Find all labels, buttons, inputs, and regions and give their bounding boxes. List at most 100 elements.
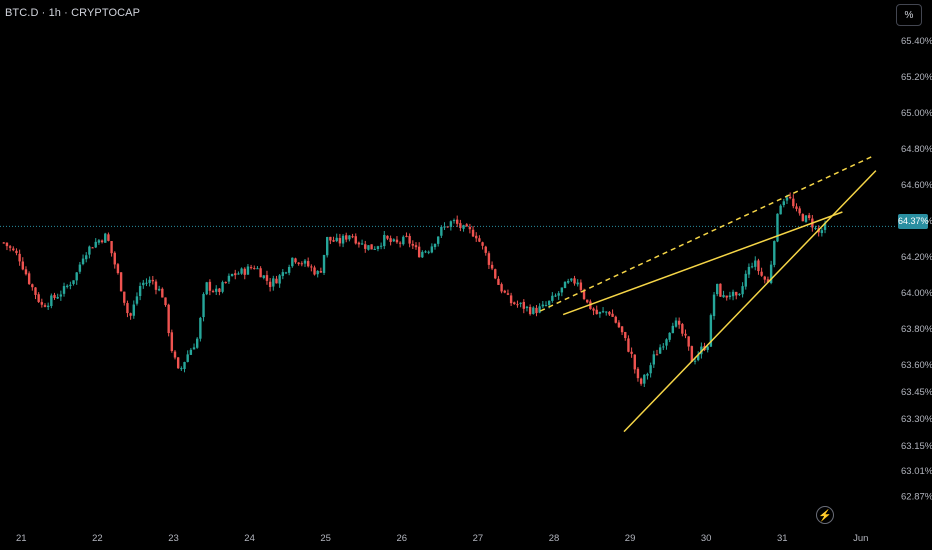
candle-body <box>46 305 50 308</box>
candle-body <box>792 198 795 207</box>
candle-body <box>760 271 763 276</box>
candle-body <box>97 240 101 243</box>
candle-body <box>275 278 278 284</box>
candle-body <box>100 240 104 243</box>
candle-body <box>801 214 805 222</box>
candle-body <box>528 306 532 315</box>
candle-body <box>481 242 484 246</box>
candle-body <box>345 235 348 240</box>
candle-body <box>183 362 186 369</box>
candle-body <box>88 246 91 255</box>
candle-body <box>224 281 227 283</box>
candle-body <box>785 197 789 201</box>
candle-body <box>452 220 456 222</box>
candle-body <box>129 313 132 316</box>
candle-body <box>456 219 459 224</box>
candle-body <box>113 252 116 265</box>
symbol-title[interactable]: BTC.D · 1h · CRYPTOCAP <box>5 7 141 19</box>
trendlines-layer[interactable] <box>539 155 877 433</box>
candle-body <box>731 291 735 297</box>
time-tick-label: 29 <box>625 533 636 544</box>
candle-body <box>354 236 357 244</box>
candle-body <box>402 236 405 245</box>
price-tick-label: 65.00% <box>901 108 932 119</box>
candle-body <box>329 236 332 241</box>
candle-body <box>34 287 37 295</box>
bolt-icon[interactable]: ⚡ <box>816 506 834 524</box>
candle-body <box>284 272 288 274</box>
candle-body <box>620 326 624 333</box>
time-axis[interactable]: 21 22 23 24 25 26 27 28 29 30 31 Jun <box>16 533 868 544</box>
candle-body <box>154 281 158 290</box>
candle-body <box>138 286 142 297</box>
time-tick-label: 27 <box>473 533 484 544</box>
candle-body <box>747 266 751 275</box>
candle-body <box>671 325 675 334</box>
candle-body <box>782 201 786 206</box>
candle-body <box>804 215 808 222</box>
candle-body <box>313 267 316 275</box>
candle-body <box>110 241 113 254</box>
candle-body <box>595 309 598 315</box>
candle-body <box>509 295 513 304</box>
candle-body <box>449 221 453 227</box>
candle-body <box>649 365 652 374</box>
price-tick-label: 64.20% <box>901 252 932 263</box>
candle-body <box>807 215 811 218</box>
candle-body <box>440 226 443 236</box>
candle-body <box>773 241 776 265</box>
candle-body <box>744 273 747 287</box>
candle-body <box>395 239 399 243</box>
candle-body <box>741 286 744 295</box>
candle-body <box>176 357 180 369</box>
time-tick-label: 24 <box>244 533 255 544</box>
candle-body <box>557 293 560 296</box>
candle-body <box>142 282 145 286</box>
last-price-tag: 64.37% <box>898 214 929 229</box>
candle-body <box>690 346 694 362</box>
candle-body <box>684 333 687 336</box>
candle-body <box>433 243 437 248</box>
candle-body <box>287 266 291 273</box>
candle-body <box>164 297 167 306</box>
candle-body <box>186 354 189 362</box>
candle-body <box>693 360 697 362</box>
candle-body <box>405 235 408 237</box>
candle-body <box>246 266 250 275</box>
candle-body <box>370 244 373 250</box>
price-axis[interactable]: 65.40%65.20%65.00%64.80%64.60%64.40%64.2… <box>901 36 932 502</box>
candle-body <box>478 238 481 242</box>
candle-body <box>471 229 475 237</box>
candle-body <box>719 283 722 297</box>
candle-body <box>91 247 94 249</box>
candle-body <box>424 251 427 253</box>
time-tick-label: 30 <box>701 533 712 544</box>
candle-body <box>411 243 415 246</box>
candle-body <box>126 303 129 314</box>
price-tick-label: 63.30% <box>901 414 932 425</box>
candle-body <box>757 260 760 272</box>
price-tick-label: 63.15% <box>901 441 932 452</box>
candle-body <box>475 235 478 239</box>
candle-body <box>750 266 754 268</box>
percent-icon: % <box>904 9 914 21</box>
candle-body <box>2 242 5 244</box>
candle-body <box>119 272 123 292</box>
candle-body <box>379 245 383 247</box>
time-tick-label: 21 <box>16 533 27 544</box>
candle-body <box>427 251 430 253</box>
candle-body <box>681 324 684 334</box>
candle-body <box>630 351 633 354</box>
candle-body <box>494 269 497 279</box>
candle-body <box>601 311 605 313</box>
candle-body <box>40 302 44 305</box>
candle-body <box>173 351 177 358</box>
percent-scale-button[interactable]: % <box>896 4 922 26</box>
candle-body <box>465 224 468 227</box>
candle-body <box>50 295 53 306</box>
candle-body <box>522 301 525 309</box>
candle-body <box>735 291 738 296</box>
time-tick-label: 26 <box>397 533 408 544</box>
candle-body <box>579 282 583 290</box>
